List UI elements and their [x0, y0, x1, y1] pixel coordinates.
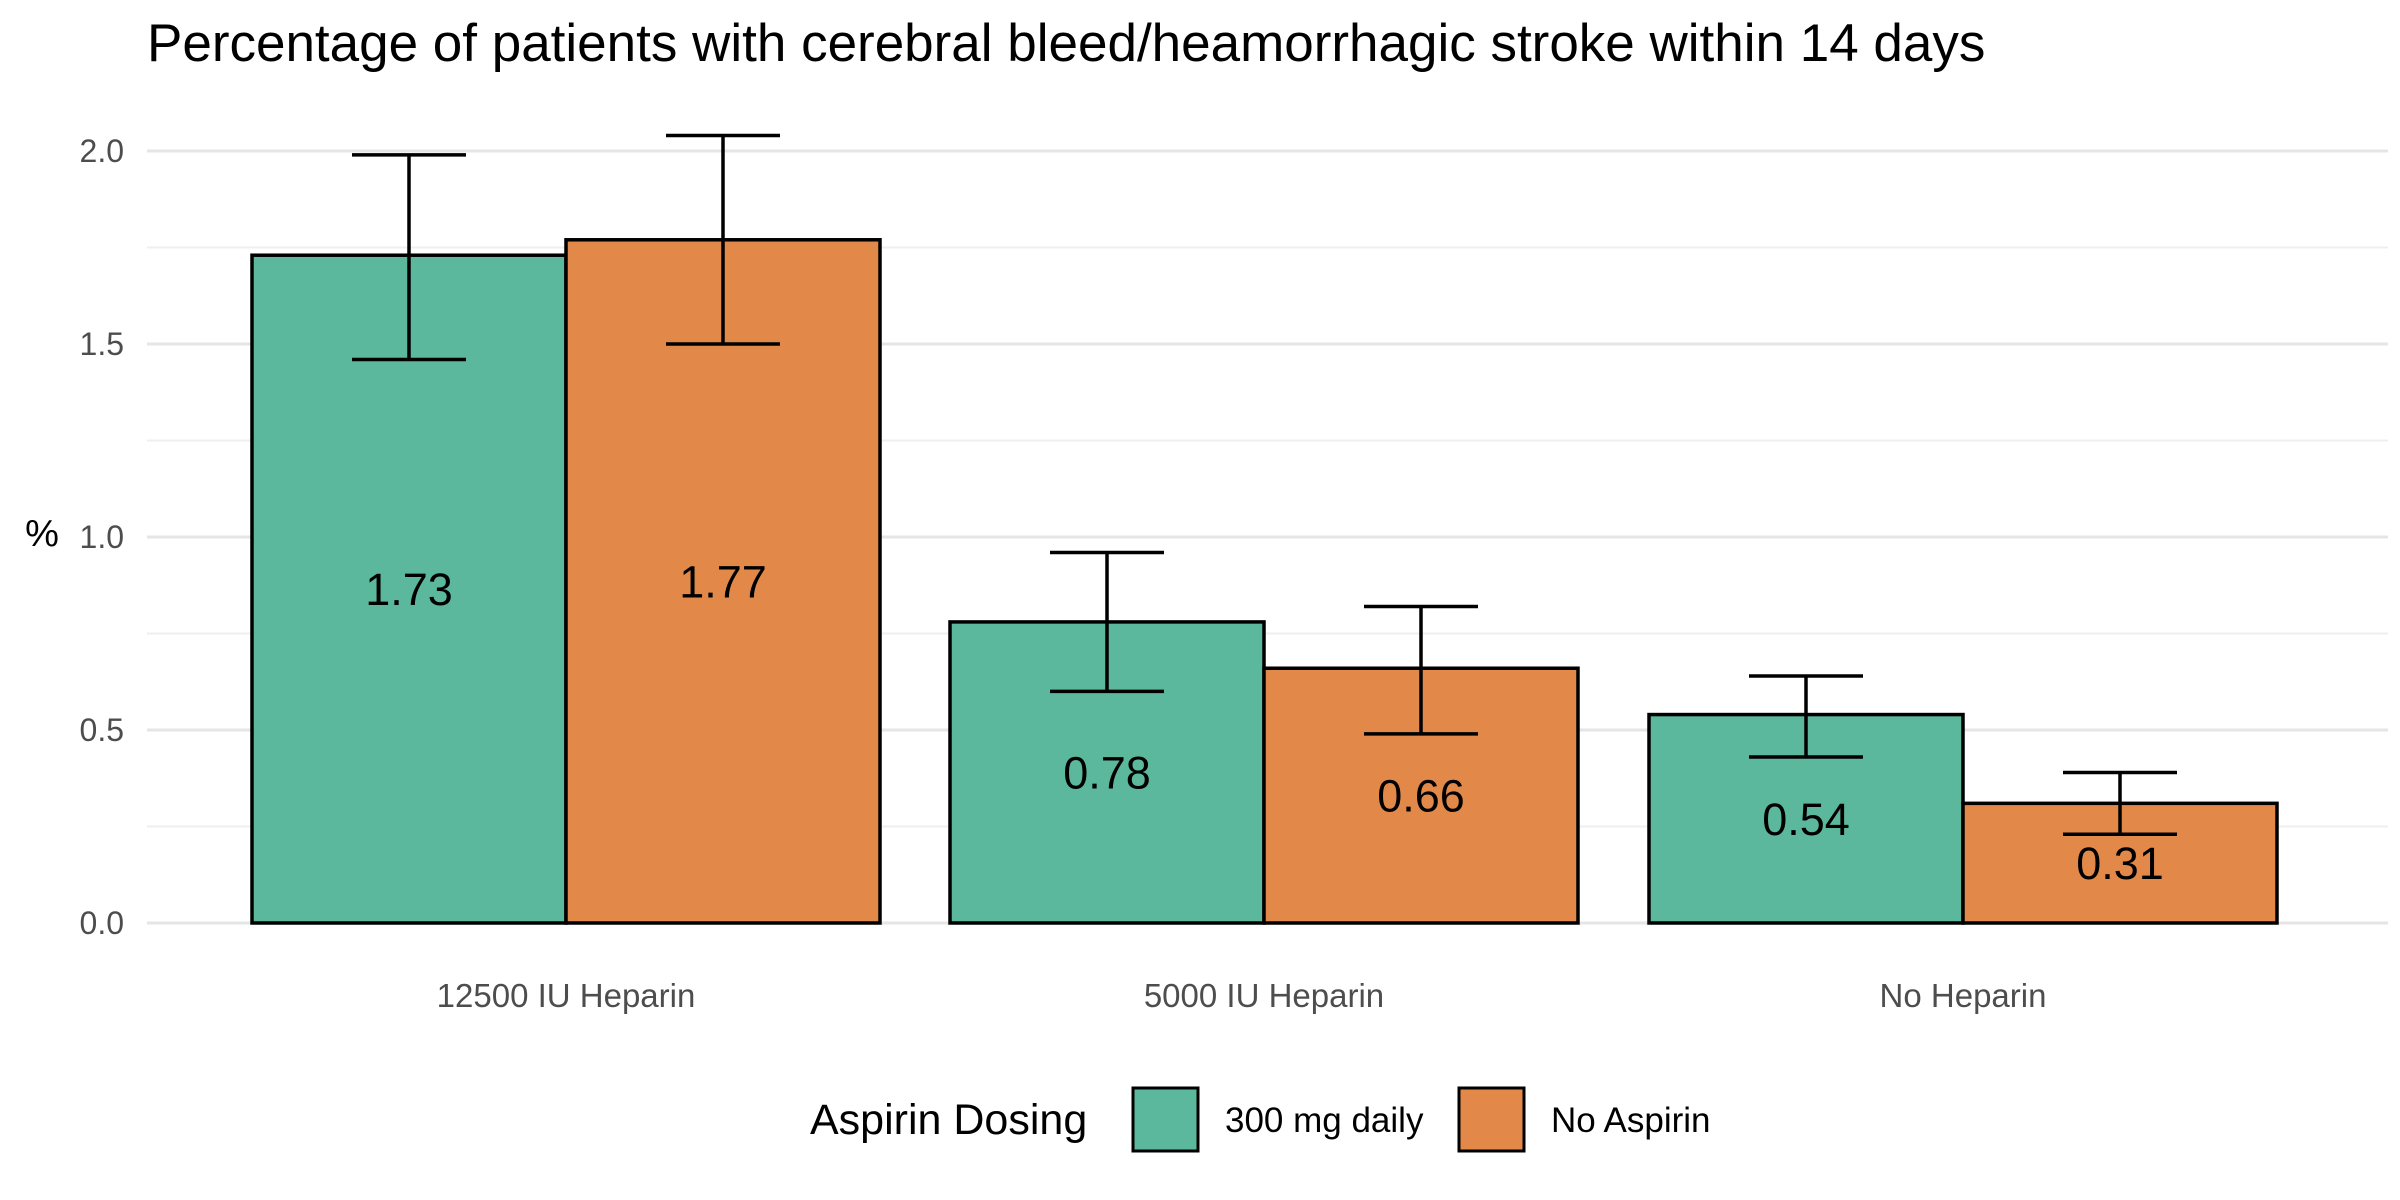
bars-layer — [250, 238, 2279, 925]
legend-label-300-mg-daily: 300 mg daily — [1225, 1101, 1424, 1140]
errorbars-layer — [352, 133, 2177, 836]
data-label: 0.78 — [1063, 747, 1151, 798]
data-label: 1.73 — [365, 564, 453, 615]
legend-label-no-aspirin: No Aspirin — [1551, 1101, 1711, 1140]
y-tick-label: 1.5 — [80, 326, 124, 362]
x-tick-label: 12500 IU Heparin — [437, 977, 696, 1014]
y-tick-label: 2.0 — [80, 133, 124, 169]
bar-no-aspirin — [564, 238, 882, 925]
data-label: 1.77 — [679, 556, 767, 607]
y-tick-label: 1.0 — [80, 519, 124, 555]
data-labels-layer: 1.73 0.78 0.54 1.77 0.66 0.31 — [365, 556, 2164, 889]
data-label: 0.31 — [2076, 838, 2164, 889]
y-tick-label: 0.5 — [80, 712, 124, 748]
data-label: 0.66 — [1377, 771, 1465, 822]
y-tick-label: 0.0 — [80, 905, 124, 941]
x-tick-label: 5000 IU Heparin — [1144, 977, 1384, 1014]
chart-title: Percentage of patients with cerebral ble… — [147, 14, 1985, 73]
x-tick-label: No Heparin — [1880, 977, 2047, 1014]
axis-layer: 0.0 0.5 1.0 1.5 2.0 12500 IU Heparin 5000 IU H… — [80, 133, 2047, 1014]
legend-swatch-no-aspirin — [1457, 1086, 1526, 1153]
legend-swatch-300-mg-daily — [1131, 1086, 1200, 1153]
data-label: 0.54 — [1762, 794, 1850, 845]
y-axis-label: % — [25, 513, 59, 555]
legend-title: Aspirin Dosing — [810, 1096, 1087, 1144]
legend: Aspirin Dosing 300 mg daily No Aspirin — [810, 1086, 1711, 1153]
